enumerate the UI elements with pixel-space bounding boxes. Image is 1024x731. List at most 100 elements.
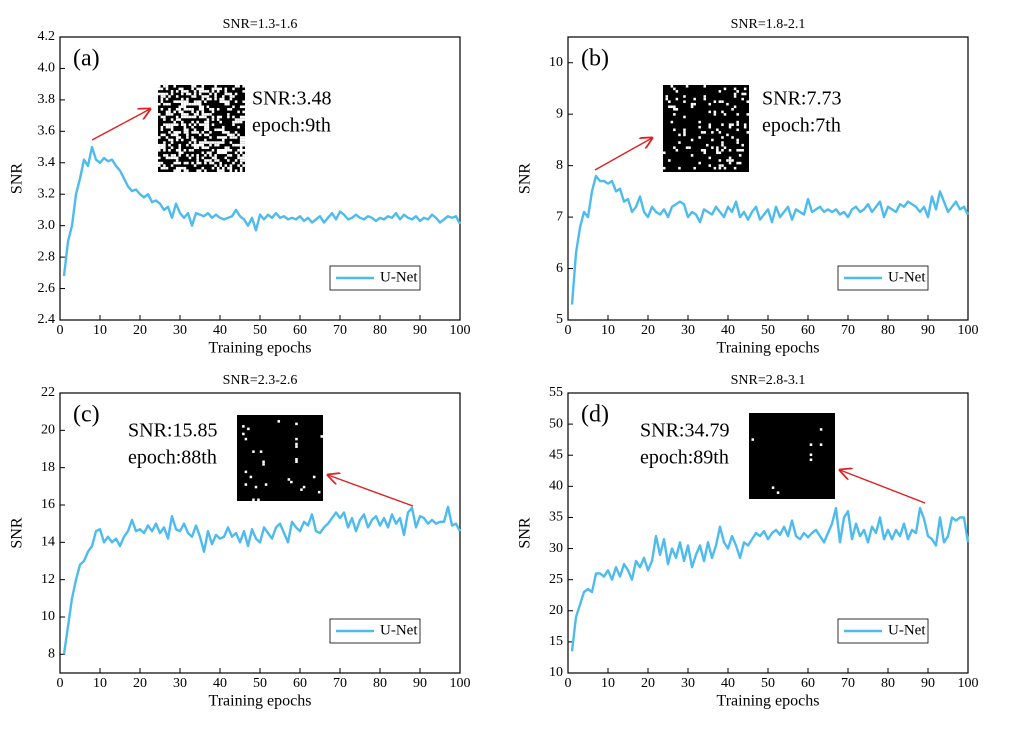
y-tick-label: 3.4: [38, 155, 56, 170]
inset-pixel: [206, 105, 210, 109]
inset-pixel: [158, 85, 161, 88]
inset-pixel: [191, 136, 194, 139]
inset-pixel: [222, 97, 225, 101]
x-tick-label: 100: [958, 676, 979, 691]
inset-pixel: [165, 125, 169, 129]
inset-pixel: [708, 123, 712, 126]
inset-pixel: [690, 138, 694, 142]
y-tick-label: 9: [556, 106, 563, 121]
inset-pixel: [688, 146, 691, 149]
inset-pixel: [198, 90, 202, 93]
inset-pixel: [708, 125, 712, 129]
inset-pixel: [295, 445, 298, 448]
inset-pixel: [216, 169, 220, 172]
x-tick-label: 80: [373, 676, 387, 691]
inset-pixel: [160, 133, 164, 137]
inset-pixel: [216, 141, 220, 144]
y-axis-label: SNR: [9, 163, 26, 194]
inset-pixel: [239, 141, 243, 144]
inset-pixel: [675, 90, 679, 93]
inset-pixel: [741, 143, 744, 147]
inset-pixel: [181, 92, 184, 96]
inset-pixel: [173, 123, 176, 126]
inset-pixel: [728, 156, 732, 160]
inset-pixel: [175, 156, 179, 160]
inset-pixel: [216, 128, 220, 132]
inset-pixel: [183, 149, 187, 152]
inset-pixel: [158, 156, 161, 160]
inset-pixel: [216, 108, 220, 111]
data-line: [62, 145, 462, 277]
inset-pixel: [186, 108, 189, 111]
inset-pixel: [158, 146, 161, 149]
inset-pixel: [264, 483, 268, 486]
panel: SNR=2.3-2.6 (c) Training epochs SNR 0 10 20 30 4…: [9, 373, 471, 709]
inset-pixel: [201, 97, 205, 101]
x-tick-label: 50: [761, 676, 775, 691]
inset-pixel: [723, 113, 727, 116]
inset-pixel: [175, 118, 179, 121]
inset-pixel: [718, 90, 722, 93]
x-axis-label: Training epochs: [209, 693, 312, 710]
inset-pixel: [175, 149, 179, 152]
inset-pixel: [728, 149, 732, 152]
inset-pixel: [209, 141, 212, 144]
inset-pixel: [163, 143, 166, 147]
inset-pixel: [819, 443, 823, 446]
inset-pixel: [201, 105, 205, 109]
y-tick-label: 4.2: [38, 29, 56, 44]
inset-pixel: [721, 136, 724, 139]
inset-pixel: [158, 143, 161, 147]
inset-pixel: [196, 110, 199, 114]
inset-pixel: [183, 166, 187, 170]
inset-pixel: [160, 100, 164, 103]
inset-pixel: [718, 131, 722, 134]
inset-pixel: [186, 161, 189, 165]
inset-pixel: [716, 128, 719, 132]
x-tick-label: 60: [293, 676, 307, 691]
inset-pixel: [193, 102, 197, 106]
inset-pixel: [242, 154, 245, 157]
inset-pixel: [733, 92, 737, 96]
inset-pixel: [158, 113, 161, 116]
y-tick-label: 30: [549, 541, 563, 556]
inset-pixel: [232, 115, 235, 119]
inset-pixel: [186, 169, 189, 172]
inset-pixel: [222, 151, 225, 155]
y-tick-label: 7: [556, 209, 563, 224]
inset-pixel: [227, 115, 230, 119]
inset-pixel: [711, 146, 714, 149]
inset-pixel: [214, 159, 217, 162]
inset-pixel: [160, 108, 164, 111]
inset-pixel: [163, 154, 166, 157]
inset-pixel: [163, 123, 166, 126]
y-tick-label: 22: [41, 385, 55, 400]
panel-label: (a): [73, 46, 100, 72]
annotation-text: SNR:15.85: [128, 420, 217, 442]
inset-pixel: [214, 87, 217, 91]
inset-pixel: [175, 90, 179, 93]
inset-pixel: [181, 110, 184, 114]
inset-pixel: [227, 108, 230, 111]
inset-pixel: [219, 149, 222, 152]
inset-pixel: [191, 120, 194, 124]
x-tick-label: 100: [450, 676, 471, 691]
inset-pixel: [193, 100, 197, 103]
inset-pixel: [204, 115, 207, 119]
inset-pixel: [173, 156, 176, 160]
inset-pixel: [708, 102, 712, 106]
inset-pixel: [222, 128, 225, 132]
inset-pixel: [232, 105, 235, 109]
inset-pixel: [211, 87, 215, 91]
x-tick-label: 10: [93, 676, 107, 691]
inset-pixel: [234, 151, 238, 155]
inset-pixel: [703, 95, 707, 98]
inset-pixel: [198, 141, 202, 144]
inset-pixel: [211, 90, 215, 93]
inset-pixel: [191, 115, 194, 119]
inset-pixel: [196, 154, 199, 157]
y-tick-label: 3.0: [38, 218, 56, 233]
inset-pixel: [165, 113, 169, 116]
inset-pixel: [198, 115, 202, 119]
x-tick-label: 10: [601, 323, 615, 338]
